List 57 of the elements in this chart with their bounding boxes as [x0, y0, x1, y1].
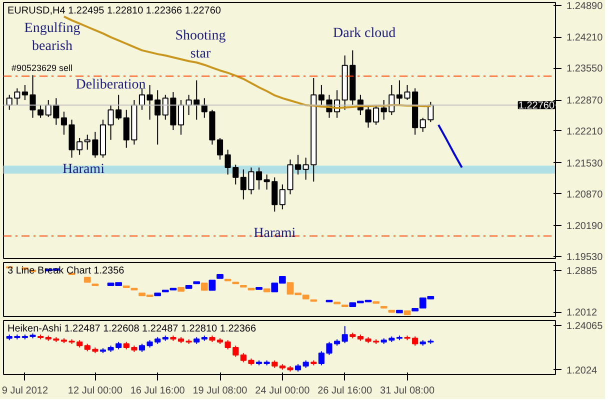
candlestick: [240, 352, 246, 363]
y-tick-label: 1.24890: [566, 0, 604, 12]
y-tick-label: 1.20190: [566, 221, 604, 232]
candlestick: [60, 111, 67, 136]
annotation: Harami: [254, 226, 296, 242]
annotation: Engulfing bearish: [24, 21, 80, 54]
x-tick-label: 24 Jul 00:00: [255, 386, 310, 396]
candlestick: [342, 326, 348, 344]
ref-line-label: 1.22760: [518, 100, 555, 112]
y-tick-label: 1.20870: [566, 189, 604, 200]
x-tick-label: 9 Jul 2012: [2, 386, 48, 396]
y-tick-label: 1.2012: [566, 308, 598, 319]
bar: [185, 285, 192, 289]
candlestick: [232, 345, 239, 358]
y-tick-label: 1.24210: [566, 32, 604, 44]
bar: [154, 292, 162, 296]
chart-title: Heiken-Ashi 1.22487 1.22608 1.22487 1.22810 1.22366: [8, 324, 256, 334]
x-tick-label: 26 Jul 16:00: [318, 386, 373, 396]
candlestick: [22, 84, 28, 101]
y-tick-label: 1.21530: [566, 158, 604, 170]
y-tick-label: 1.22870: [566, 96, 604, 107]
bar: [208, 280, 216, 291]
candlestick: [146, 84, 153, 120]
annotation: Deliberation: [76, 78, 146, 93]
candlestick: [224, 149, 231, 176]
x-tick-label: 16 Jul 16:00: [130, 386, 186, 396]
annotation: Shooting star: [175, 28, 226, 62]
annotation: Dark cloud: [333, 26, 396, 41]
y-tick-label: 1.2024: [566, 365, 598, 376]
y-tick-label: 1.23550: [566, 64, 604, 75]
x-tick-label: 19 Jul 08:00: [192, 386, 248, 396]
y-tick-label: 1.2885: [566, 266, 598, 277]
candlestick: [224, 340, 231, 350]
bar: [200, 282, 208, 291]
bar: [404, 310, 411, 316]
chart-title: EURUSD,H4 1.22495 1.22810 1.22366 1.22760: [8, 6, 222, 16]
y-tick-label: 1.19530: [566, 252, 604, 264]
y-tick-label: 1.22210: [566, 126, 604, 138]
candlestick: [318, 350, 324, 366]
x-tick-label: 12 Jul 00:00: [68, 386, 123, 396]
bar: [396, 310, 403, 314]
bar: [216, 274, 224, 279]
candlestick: [264, 174, 270, 190]
y-tick-label: 1.24065: [566, 320, 604, 332]
candlestick: [154, 90, 161, 146]
line-series: [437, 124, 463, 169]
ref-line-label: #90523629 sell: [12, 63, 73, 74]
candlestick: [232, 164, 239, 185]
candlestick: [272, 176, 278, 212]
x-tick-label: 31 Jul 08:00: [380, 386, 435, 396]
candlestick: [279, 184, 286, 210]
annotation: Harami: [62, 162, 105, 177]
bar: [84, 276, 91, 283]
candlestick: [216, 138, 224, 160]
candlestick: [318, 84, 324, 106]
candlestick: [178, 100, 184, 136]
bar: [178, 286, 184, 292]
